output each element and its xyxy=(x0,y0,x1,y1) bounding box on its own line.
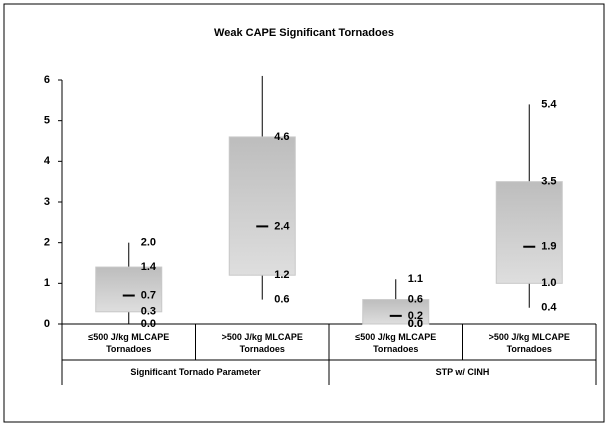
value-label: 1.9 xyxy=(541,241,556,253)
value-label: 4.6 xyxy=(274,131,289,143)
x-tick-label: >500 J/kg MLCAPE Tornadoes xyxy=(221,332,303,354)
value-label: 0.2 xyxy=(408,310,423,322)
box xyxy=(495,181,563,284)
y-tick-label: 6 xyxy=(44,74,50,86)
x-tick-label: ≤500 J/kg MLCAPE Tornadoes xyxy=(355,332,437,354)
value-label: 0.0 xyxy=(141,318,156,330)
value-label: 3.5 xyxy=(541,176,556,188)
value-label: 0.3 xyxy=(141,306,156,318)
x-tick-label: >500 J/kg MLCAPE Tornadoes xyxy=(488,332,570,354)
value-label: 0.7 xyxy=(141,289,156,301)
y-tick-label: 5 xyxy=(44,115,50,127)
value-label: 1.4 xyxy=(141,261,157,273)
chart-title: Weak CAPE Significant Tornadoes xyxy=(214,27,394,39)
value-label: 0.0 xyxy=(408,318,423,330)
x-tick-label: ≤500 J/kg MLCAPE Tornadoes xyxy=(88,332,170,354)
value-label: 0.0 xyxy=(408,318,423,330)
value-label: 1.1 xyxy=(408,273,423,285)
value-label: 2.0 xyxy=(141,237,156,249)
value-label: 1.2 xyxy=(274,269,289,281)
value-label: 1.0 xyxy=(541,277,556,289)
group-label: Significant Tornado Parameter xyxy=(130,367,261,377)
y-tick-label: 4 xyxy=(44,155,51,167)
y-tick-label: 3 xyxy=(44,196,50,208)
group-label: STP w/ CINH xyxy=(435,367,490,377)
box xyxy=(228,136,296,276)
y-tick-label: 1 xyxy=(44,277,50,289)
box xyxy=(95,266,163,313)
y-tick-label: 2 xyxy=(44,237,50,249)
value-label: 5.4 xyxy=(541,98,557,110)
y-tick-label: 0 xyxy=(44,318,50,330)
value-label: 0.6 xyxy=(408,294,423,306)
box xyxy=(362,299,430,325)
value-label: 0.6 xyxy=(274,294,289,306)
value-label: 0.4 xyxy=(541,302,557,314)
value-label: 2.4 xyxy=(274,220,290,232)
